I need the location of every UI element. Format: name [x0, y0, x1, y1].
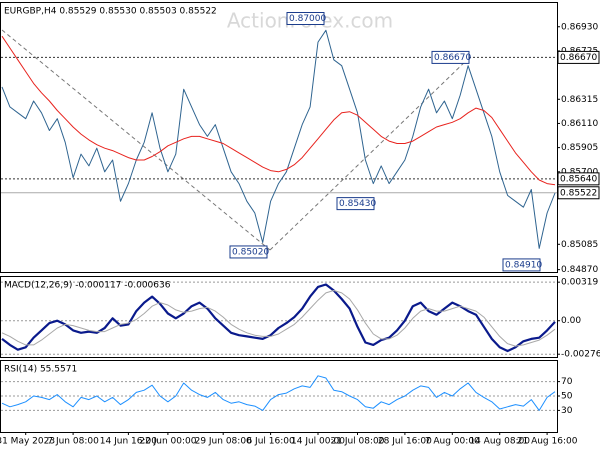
annotation-label: 0.85020: [232, 247, 269, 257]
series-line: [1, 283, 556, 353]
current-price-label: 0.85522: [560, 188, 597, 198]
y-tick-label: -0.002769: [561, 350, 600, 360]
annotation-box: [336, 197, 375, 211]
x-tick-label: 31 May 2023: [0, 437, 55, 447]
current-price-box: [557, 186, 600, 200]
y-tick-label: 70: [561, 377, 573, 387]
x-tick-label: 7 Jun 08:00: [47, 437, 99, 447]
x-tick-label: 21 Aug 16:00: [517, 437, 578, 447]
y-tick-label: 0.86315: [561, 95, 598, 105]
annotation-label: 0.84910: [505, 260, 542, 270]
x-tick-label: 21 Jul 08:00: [331, 437, 385, 447]
y-tick-label: 0.00319: [561, 278, 598, 288]
y-tick-label: 0.86930: [561, 22, 598, 32]
series-line: [1, 29, 556, 249]
x-tick-label: 6 Jul 16:00: [246, 437, 295, 447]
x-tick-label: 14 Aug 08:00: [469, 437, 530, 447]
x-tick-label: 29 Jun 08:00: [195, 437, 252, 447]
annotation-label: 0.85430: [339, 199, 376, 209]
series-line: [1, 290, 556, 347]
trend-line: [269, 56, 471, 251]
panel-frame: [0, 276, 558, 358]
panel-title: EURGBP,H4 0.85529 0.85530 0.85503 0.8552…: [4, 7, 217, 17]
y-tick-label: 0.84870: [561, 265, 598, 275]
y-tick-label: 0.85085: [561, 240, 598, 250]
x-tick-label: 14 Jul 00:00: [291, 437, 345, 447]
level-box: [557, 50, 600, 64]
annotation-box: [229, 245, 268, 259]
level-label: 0.85640: [560, 174, 597, 184]
series-line: [1, 35, 556, 186]
panel-frame: [0, 2, 558, 273]
series-line: [1, 375, 556, 411]
y-tick-label: 0.86110: [561, 119, 598, 129]
level-box: [557, 172, 600, 186]
y-tick-label: 0.00: [561, 316, 581, 326]
y-tick-label: 0.85905: [561, 143, 598, 153]
annotation-label: 0.87000: [289, 14, 326, 24]
panel-title: MACD(12,26,9) -0.000117 -0.000636: [4, 281, 171, 291]
y-tick-label: 50: [561, 392, 573, 402]
level-label: 0.86670: [560, 53, 597, 63]
x-tick-label: 28 Jul 16:00: [378, 437, 432, 447]
annotation-label: 0.86670: [434, 53, 471, 63]
panel-title: RSI(14) 55.5571: [4, 365, 77, 375]
x-tick-label: 14 Jun 16:00: [100, 437, 157, 447]
y-tick-label: 30: [561, 406, 573, 416]
annotation-box: [431, 50, 470, 64]
annotation-box: [502, 258, 541, 272]
y-tick-label: 0.85700: [561, 167, 598, 177]
annotation-box: [286, 12, 325, 26]
x-tick-label: 22 Jun 00:00: [139, 437, 196, 447]
trend-line: [1, 29, 271, 251]
x-tick-label: 7 Aug 00:00: [425, 437, 480, 447]
